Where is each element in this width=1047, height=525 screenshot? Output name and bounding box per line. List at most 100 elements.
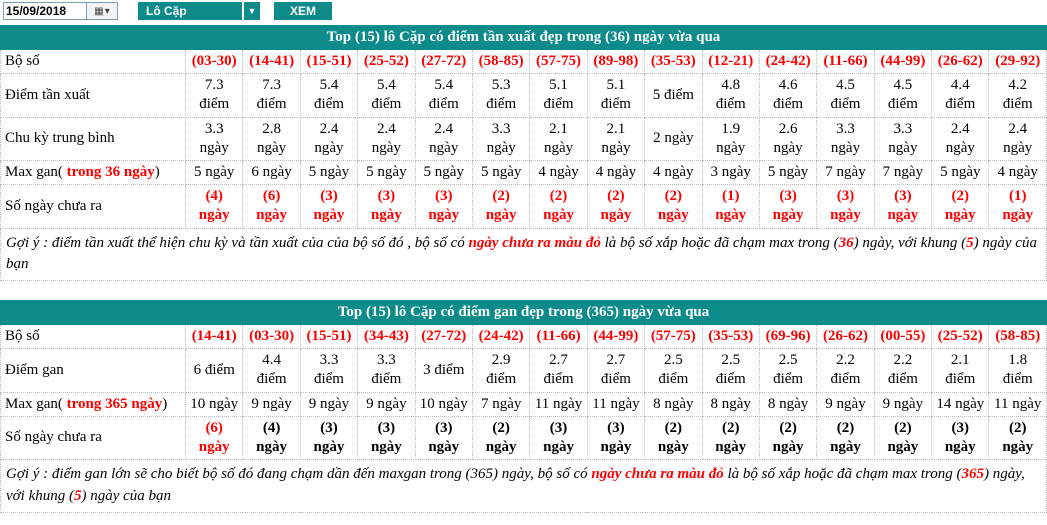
value-cell: 4.5 điểm	[816, 73, 875, 118]
value-cell: 5.4 điểm	[357, 73, 416, 118]
value-cell: 2.1 ngày	[586, 116, 646, 161]
value-cell: (3) ngày	[299, 184, 359, 229]
value-cell: 6 ngày	[242, 159, 301, 186]
value-cell: (24-42)	[471, 323, 531, 350]
value-cell: 4.6 điểm	[758, 73, 818, 118]
value-cell: 2.6 ngày	[758, 116, 818, 161]
value-cell: (15-51)	[299, 323, 359, 350]
table-title-row: Top (15) lô Cặp có điểm tần xuất đẹp tro…	[0, 25, 1047, 50]
table-title-row: Top (15) lô Cặp có điểm gan đẹp trong (3…	[0, 300, 1047, 325]
value-cell: 5.1 điểm	[529, 73, 588, 118]
value-cell: 10 ngày	[414, 391, 473, 417]
table-row: Số ngày chưa ra (6) ngày (4) ngày (3) ngày(…	[0, 415, 1047, 461]
value-cell: (57-75)	[529, 48, 588, 75]
note-text: ) ngày của bạn	[81, 487, 172, 504]
value-cell: (2) ngày	[988, 415, 1047, 461]
value-cell: (27-72)	[414, 323, 473, 350]
value-cell: (58-85)	[988, 323, 1047, 350]
table-title: Top (15) lô Cặp có điểm tần xuất đẹp tro…	[0, 25, 1047, 50]
value-cell: 1.8 điểm	[988, 348, 1047, 393]
value-cell: 4.2 điểm	[988, 73, 1047, 118]
note-highlight: ngày chưa ra màu đỏ	[591, 466, 724, 483]
value-cell: 3.3 điểm	[357, 348, 416, 393]
value-cell: (24-42)	[758, 48, 818, 75]
row-label: Điểm tần xuất	[0, 73, 186, 118]
value-cell: (29-92)	[988, 48, 1047, 75]
row-label: Điểm gan	[0, 348, 186, 393]
value-cell: 3.3 ngày	[184, 116, 244, 161]
value-cell: 9 ngày	[873, 391, 933, 417]
value-cell: (3) ngày	[299, 415, 359, 461]
value-cell: 5 ngày	[758, 159, 818, 186]
value-cell: (2) ngày	[644, 415, 703, 461]
gan-table: Top (15) lô Cặp có điểm gan đẹp trong (3…	[0, 300, 1047, 513]
note-highlight: ngày chưa ra màu đỏ	[468, 234, 601, 251]
value-cell: (27-72)	[414, 48, 473, 75]
value-cell: 4.4 điểm	[931, 73, 990, 118]
table-note: Gợi ý : điểm gan lớn sẽ cho biết bộ số đ…	[0, 459, 1047, 513]
value-cell: (14-41)	[184, 323, 244, 350]
toolbar: ▦▾ Lô Cặp ▼ XEM	[0, 0, 1047, 23]
value-cell: (26-62)	[931, 48, 990, 75]
calendar-dropdown-button[interactable]: ▦ ▾	[86, 2, 118, 20]
note-number: 5	[966, 234, 974, 251]
note-number: 5	[73, 487, 82, 504]
value-cell: 2.4 ngày	[357, 116, 416, 161]
row-label: Max gan( trong 36 ngày)	[0, 159, 186, 186]
value-cell: (12-21)	[701, 48, 760, 75]
value-cell: 7 ngày	[873, 159, 933, 186]
row-label: Chu kỳ trung bình	[0, 116, 186, 161]
value-cell: (3) ngày	[816, 184, 875, 229]
value-cell: (6) ngày	[184, 415, 244, 461]
frequency-table: Top (15) lô Cặp có điểm tần xuất đẹp tro…	[0, 25, 1047, 281]
value-cell: 7.3 điểm	[242, 73, 301, 118]
table-row: Điểm gan 6 điểm 4.4 điểm 3.3 điểm 3.3 điểm 3 …	[0, 348, 1047, 393]
note-text: ) ngày, với khung (	[853, 234, 967, 251]
value-cell: 9 ngày	[357, 391, 416, 417]
value-cell: 14 ngày	[931, 391, 990, 417]
view-button[interactable]: XEM	[274, 2, 332, 20]
table-note-row: Gợi ý : điểm tần xuất thể hiện chu kỳ và…	[0, 227, 1047, 281]
value-cell: (2) ngày	[586, 184, 646, 229]
value-cell: (25-52)	[931, 323, 990, 350]
calendar-icon: ▦	[94, 5, 104, 17]
value-cell: 3 điểm	[414, 348, 473, 393]
value-cell: 3.3 ngày	[873, 116, 933, 161]
value-cell: 4 ngày	[988, 159, 1047, 186]
table-row: Điểm tần xuất 7.3 điểm 7.3 điểm 5.4 điểm 5.4…	[0, 73, 1047, 118]
value-cell: (3) ngày	[931, 415, 990, 461]
value-cell: 2.4 ngày	[931, 116, 990, 161]
value-cell: 2.1 ngày	[529, 116, 588, 161]
value-cell: 7.3 điểm	[184, 73, 244, 118]
value-cell: (2) ngày	[471, 415, 531, 461]
date-input[interactable]	[3, 2, 86, 20]
table-title: Top (15) lô Cặp có điểm gan đẹp trong (3…	[0, 300, 1047, 325]
value-cell: (69-96)	[758, 323, 818, 350]
value-cell: 3.3 điểm	[299, 348, 359, 393]
value-cell: 11 ngày	[988, 391, 1047, 417]
value-cell: 2.1 điểm	[931, 348, 990, 393]
value-cell: (15-51)	[299, 48, 359, 75]
note-text: ) ngày, với khung (	[6, 466, 1025, 504]
value-cell: (57-75)	[644, 323, 703, 350]
value-cell: (3) ngày	[873, 184, 933, 229]
value-cell: (2) ngày	[931, 184, 990, 229]
value-cell: (11-66)	[529, 323, 588, 350]
value-cell: (35-53)	[701, 323, 760, 350]
table-row: Max gan( trong 365 ngày) 10 ngày 9 ngày 9 n…	[0, 391, 1047, 417]
note-text: Gợi ý : điểm tần xuất thể hiện chu kỳ và…	[6, 234, 469, 251]
value-cell: 9 ngày	[242, 391, 301, 417]
note-text: ) ngày của bạn	[6, 234, 1037, 273]
value-cell: 4.5 điểm	[873, 73, 933, 118]
table-row: Max gan( trong 36 ngày) 5 ngày 6 ngày 5 ngà…	[0, 159, 1047, 186]
value-cell: (14-41)	[242, 48, 301, 75]
value-cell: 1.9 ngày	[701, 116, 760, 161]
note-number: 36	[838, 234, 854, 251]
value-cell: 2 ngày	[644, 116, 703, 161]
value-cell: 2.8 ngày	[242, 116, 301, 161]
value-cell: (1) ngày	[988, 184, 1047, 229]
value-cell: 5 điểm	[644, 73, 703, 118]
row-label: Bộ số	[0, 323, 186, 350]
value-cell: (89-98)	[586, 48, 646, 75]
lottery-type-select[interactable]: Lô Cặp ▼	[138, 2, 260, 20]
